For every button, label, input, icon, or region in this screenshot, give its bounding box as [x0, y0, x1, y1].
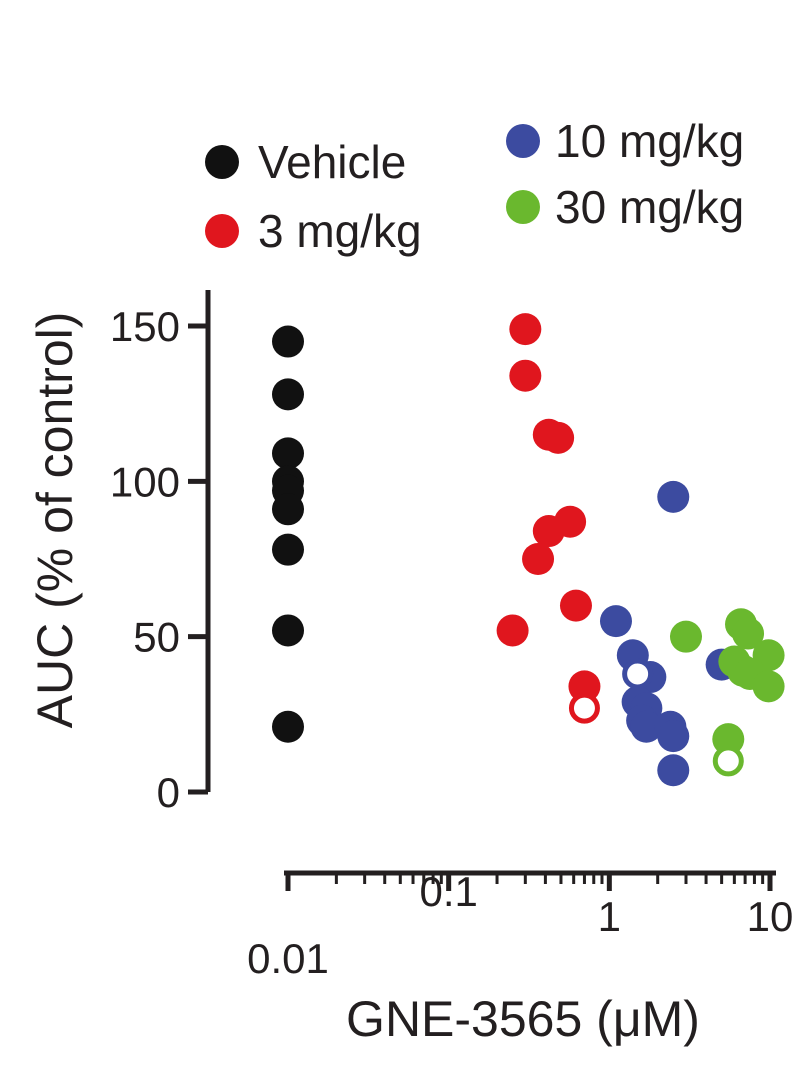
series-3-mg-kg: [496, 313, 601, 724]
data-point: [509, 359, 542, 392]
legend-item-10mgkg: 10 mg/kg: [506, 115, 744, 167]
data-point: [568, 670, 601, 703]
legend: Vehicle 3 mg/kg 10 mg/kg 30 mg/kg: [205, 115, 744, 257]
data-point: [272, 378, 304, 411]
data-point: [272, 437, 304, 470]
legend-marker-30mgkg: [506, 190, 540, 224]
data-point: [532, 515, 565, 548]
data-point: [669, 620, 702, 653]
data-point: [272, 493, 304, 526]
legend-item-vehicle: Vehicle: [205, 136, 406, 188]
data-point-open: [622, 658, 654, 690]
legend-label-vehicle: Vehicle: [258, 136, 406, 188]
y-tick-label: 100: [110, 458, 180, 505]
data-point: [542, 421, 575, 454]
data-points: [272, 313, 785, 787]
x-axis-title: GNE-3565 (μM): [346, 991, 700, 1047]
data-point: [272, 325, 304, 358]
series-30-mg-kg: [669, 608, 785, 777]
data-point: [272, 614, 304, 647]
y-tick-label: 50: [133, 614, 180, 661]
data-point: [509, 313, 542, 346]
y-axis-title: AUC (% of control): [27, 312, 83, 729]
legend-label-10mgkg: 10 mg/kg: [555, 115, 744, 167]
data-point: [599, 605, 632, 638]
x-tick-label: 1: [598, 893, 621, 940]
legend-label-30mgkg: 30 mg/kg: [555, 181, 744, 233]
data-point: [657, 754, 690, 787]
x-axis: 0.01 0.1 1 10: [247, 868, 793, 982]
data-point: [559, 589, 592, 622]
legend-marker-3mgkg: [205, 214, 239, 248]
legend-item-3mgkg: 3 mg/kg: [205, 205, 422, 257]
data-point: [752, 670, 785, 703]
legend-label-3mgkg: 3 mg/kg: [258, 205, 422, 257]
legend-item-30mgkg: 30 mg/kg: [506, 181, 744, 233]
data-point: [657, 720, 690, 753]
x-tick-label: 0.1: [419, 868, 477, 915]
data-point: [522, 543, 555, 575]
data-point: [630, 710, 663, 743]
x-tick-label: 0.01: [247, 935, 329, 982]
y-tick-label: 0: [157, 769, 180, 816]
data-point: [657, 480, 690, 513]
data-point: [272, 710, 304, 743]
data-point-open: [568, 692, 600, 724]
legend-marker-10mgkg: [506, 124, 540, 158]
y-tick-label: 150: [110, 303, 180, 350]
data-point-open: [712, 745, 744, 777]
x-tick-label: 10: [747, 893, 794, 940]
data-point: [732, 617, 765, 650]
y-axis: 0 50 100 150: [110, 290, 211, 816]
legend-marker-vehicle: [205, 145, 239, 179]
series-vehicle: [272, 325, 304, 743]
data-point: [496, 614, 529, 647]
data-point: [272, 533, 304, 566]
data-point: [712, 723, 745, 756]
